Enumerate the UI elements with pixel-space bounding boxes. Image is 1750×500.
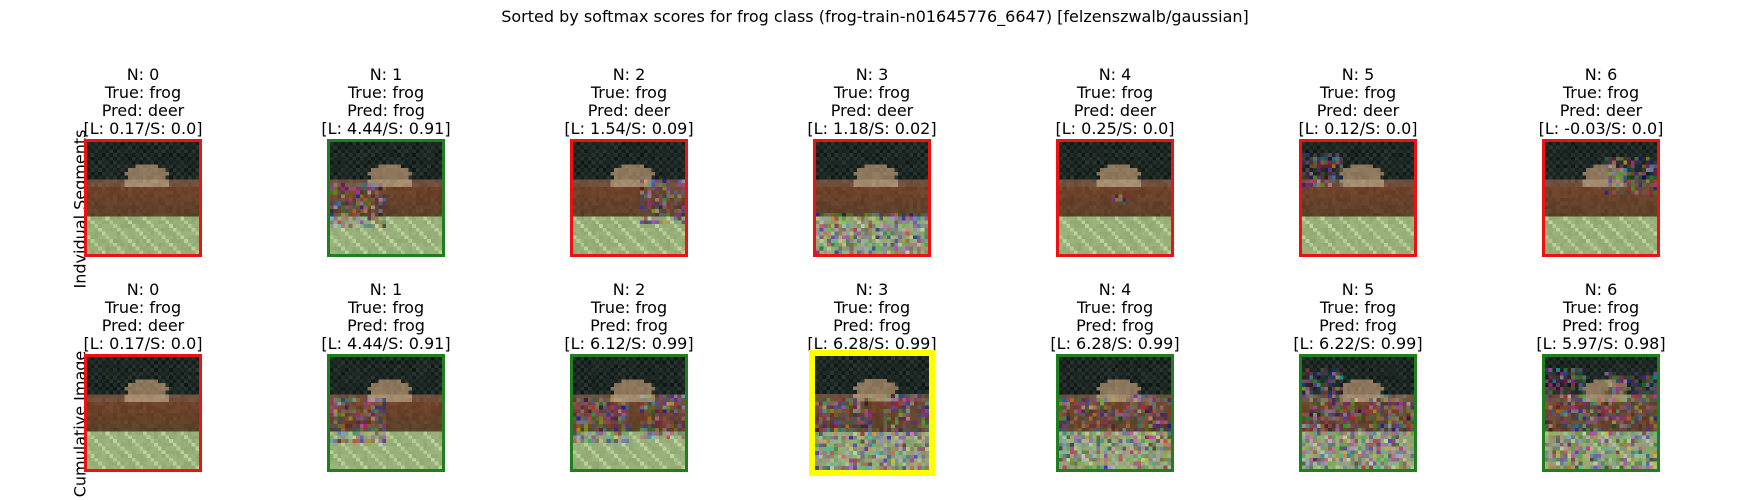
caption-true-label: True: frog <box>1562 298 1640 317</box>
panel-caption-cumulative-4: N: 4 True: frog Pred: frog [L: 6.28/S: 0.99… <box>1005 281 1225 353</box>
figure-title: Sorted by softmax scores for frog class … <box>501 7 1249 26</box>
panel-caption-cumulative-0: N: 0 True: frog Pred: deer [L: 0.17/S: 0.0] <box>33 281 253 353</box>
caption-pred-label: Pred: frog <box>347 316 425 335</box>
panel-caption-individual-6: N: 6 True: frog Pred: deer [L: -0.03/S: 0.0… <box>1491 66 1711 138</box>
caption-score: [L: 0.25/S: 0.0] <box>1055 119 1175 138</box>
caption-score: [L: 5.97/S: 0.98] <box>1536 334 1666 353</box>
panel-caption-cumulative-1: N: 1 True: frog Pred: frog [L: 4.44/S: 0.91… <box>276 281 496 353</box>
caption-pred-label: Pred: deer <box>1316 101 1400 120</box>
caption-index: N: 5 <box>1341 280 1375 299</box>
caption-true-label: True: frog <box>1076 83 1154 102</box>
panel-image-cumulative-3 <box>809 350 935 476</box>
panel-caption-individual-2: N: 2 True: frog Pred: deer [L: 1.54/S: 0.09… <box>519 66 739 138</box>
frog-image <box>1059 142 1171 254</box>
caption-pred-label: Pred: frog <box>1562 316 1640 335</box>
caption-score: [L: 0.17/S: 0.0] <box>83 334 203 353</box>
caption-true-label: True: frog <box>833 83 911 102</box>
caption-pred-label: Pred: frog <box>347 101 425 120</box>
panel-caption-cumulative-5: N: 5 True: frog Pred: frog [L: 6.22/S: 0.99… <box>1248 281 1468 353</box>
panel-image-individual-2 <box>570 139 688 257</box>
caption-index: N: 1 <box>369 280 403 299</box>
frog-image <box>330 357 442 469</box>
caption-score: [L: 6.28/S: 0.99] <box>807 334 937 353</box>
caption-true-label: True: frog <box>347 83 425 102</box>
panel-image-individual-5 <box>1299 139 1417 257</box>
caption-index: N: 6 <box>1584 65 1618 84</box>
caption-pred-label: Pred: deer <box>101 101 185 120</box>
frog-image <box>1059 357 1171 469</box>
frog-image <box>1302 357 1414 469</box>
caption-score: [L: 4.44/S: 0.91] <box>321 334 451 353</box>
frog-image <box>1545 357 1657 469</box>
caption-index: N: 2 <box>612 280 646 299</box>
panel-image-cumulative-5 <box>1299 354 1417 472</box>
caption-score: [L: 1.18/S: 0.02] <box>807 119 937 138</box>
panel-image-individual-6 <box>1542 139 1660 257</box>
caption-score: [L: 6.28/S: 0.99] <box>1050 334 1180 353</box>
caption-true-label: True: frog <box>104 83 182 102</box>
frog-image <box>1545 142 1657 254</box>
panel-caption-individual-3: N: 3 True: frog Pred: deer [L: 1.18/S: 0.02… <box>762 66 982 138</box>
caption-true-label: True: frog <box>833 298 911 317</box>
caption-true-label: True: frog <box>1562 83 1640 102</box>
caption-score: [L: 4.44/S: 0.91] <box>321 119 451 138</box>
frog-image <box>330 142 442 254</box>
panel-caption-individual-0: N: 0 True: frog Pred: deer [L: 0.17/S: 0.0] <box>33 66 253 138</box>
caption-index: N: 4 <box>1098 65 1132 84</box>
caption-pred-label: Pred: deer <box>101 316 185 335</box>
caption-pred-label: Pred: frog <box>1076 316 1154 335</box>
caption-pred-label: Pred: deer <box>587 101 671 120</box>
panel-image-individual-1 <box>327 139 445 257</box>
panel-caption-cumulative-2: N: 2 True: frog Pred: frog [L: 6.12/S: 0.99… <box>519 281 739 353</box>
caption-index: N: 1 <box>369 65 403 84</box>
frog-image <box>815 356 929 470</box>
caption-index: N: 0 <box>126 280 160 299</box>
caption-score: [L: 0.12/S: 0.0] <box>1298 119 1418 138</box>
caption-pred-label: Pred: frog <box>590 316 668 335</box>
caption-index: N: 5 <box>1341 65 1375 84</box>
panel-caption-individual-1: N: 1 True: frog Pred: frog [L: 4.44/S: 0.91… <box>276 66 496 138</box>
caption-true-label: True: frog <box>104 298 182 317</box>
panel-caption-cumulative-3: N: 3 True: frog Pred: frog [L: 6.28/S: 0.99… <box>762 281 982 353</box>
panel-image-individual-4 <box>1056 139 1174 257</box>
panel-caption-cumulative-6: N: 6 True: frog Pred: frog [L: 5.97/S: 0.98… <box>1491 281 1711 353</box>
caption-score: [L: 1.54/S: 0.09] <box>564 119 694 138</box>
caption-index: N: 3 <box>855 65 889 84</box>
caption-pred-label: Pred: frog <box>833 316 911 335</box>
frog-image <box>573 357 685 469</box>
caption-true-label: True: frog <box>347 298 425 317</box>
caption-true-label: True: frog <box>590 298 668 317</box>
caption-score: [L: 6.12/S: 0.99] <box>564 334 694 353</box>
panel-image-cumulative-0 <box>84 354 202 472</box>
caption-score: [L: -0.03/S: 0.0] <box>1538 119 1664 138</box>
caption-pred-label: Pred: deer <box>1073 101 1157 120</box>
panel-image-individual-3 <box>813 139 931 257</box>
caption-index: N: 4 <box>1098 280 1132 299</box>
frog-image <box>816 142 928 254</box>
panel-image-cumulative-6 <box>1542 354 1660 472</box>
caption-index: N: 0 <box>126 65 160 84</box>
panel-caption-individual-4: N: 4 True: frog Pred: deer [L: 0.25/S: 0.0] <box>1005 66 1225 138</box>
caption-pred-label: Pred: deer <box>830 101 914 120</box>
panel-image-individual-0 <box>84 139 202 257</box>
caption-index: N: 6 <box>1584 280 1618 299</box>
caption-true-label: True: frog <box>1319 83 1397 102</box>
caption-true-label: True: frog <box>1076 298 1154 317</box>
caption-score: [L: 6.22/S: 0.99] <box>1293 334 1423 353</box>
caption-true-label: True: frog <box>1319 298 1397 317</box>
panel-image-cumulative-2 <box>570 354 688 472</box>
panel-caption-individual-5: N: 5 True: frog Pred: deer [L: 0.12/S: 0.0] <box>1248 66 1468 138</box>
caption-index: N: 3 <box>855 280 889 299</box>
panel-image-cumulative-4 <box>1056 354 1174 472</box>
frog-image <box>573 142 685 254</box>
caption-pred-label: Pred: frog <box>1319 316 1397 335</box>
frog-image <box>87 142 199 254</box>
frog-image <box>87 357 199 469</box>
panel-image-cumulative-1 <box>327 354 445 472</box>
caption-pred-label: Pred: deer <box>1559 101 1643 120</box>
caption-index: N: 2 <box>612 65 646 84</box>
caption-true-label: True: frog <box>590 83 668 102</box>
caption-score: [L: 0.17/S: 0.0] <box>83 119 203 138</box>
frog-image <box>1302 142 1414 254</box>
